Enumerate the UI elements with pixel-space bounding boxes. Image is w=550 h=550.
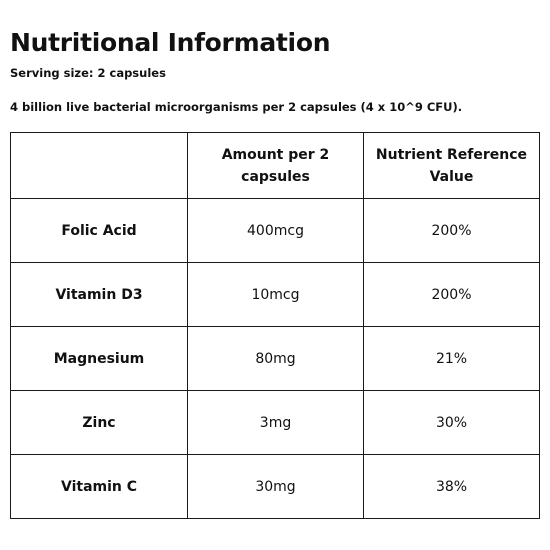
nutrient-name: Zinc (10, 390, 188, 455)
table-row: Vitamin C 30mg 38% (10, 454, 540, 519)
nrv-value: 21% (363, 326, 540, 391)
serving-size: Serving size: 2 capsules (10, 66, 166, 80)
nutrient-name: Vitamin D3 (10, 262, 188, 327)
cfu-note: 4 billion live bacterial microorganisms … (10, 100, 463, 114)
amount-value: 10mcg (187, 262, 364, 327)
nrv-value: 30% (363, 390, 540, 455)
table-row: Vitamin D3 10mcg 200% (10, 262, 540, 327)
header-amount: Amount per 2 capsules (187, 132, 364, 199)
header-nrv: Nutrient Reference Value (363, 132, 540, 199)
nrv-value: 200% (363, 198, 540, 263)
nutrient-name: Folic Acid (10, 198, 188, 263)
nutrient-name: Vitamin C (10, 454, 188, 519)
table-row: Folic Acid 400mcg 200% (10, 198, 540, 263)
table-header-row: Amount per 2 capsules Nutrient Reference… (10, 132, 540, 199)
header-nutrient (10, 132, 188, 199)
nrv-value: 200% (363, 262, 540, 327)
nrv-value: 38% (363, 454, 540, 519)
nutrition-table: Amount per 2 capsules Nutrient Reference… (10, 132, 540, 519)
table-row: Magnesium 80mg 21% (10, 326, 540, 391)
amount-value: 3mg (187, 390, 364, 455)
amount-value: 400mcg (187, 198, 364, 263)
amount-value: 80mg (187, 326, 364, 391)
page-title: Nutritional Information (10, 28, 331, 57)
table-row: Zinc 3mg 30% (10, 390, 540, 455)
amount-value: 30mg (187, 454, 364, 519)
nutrient-name: Magnesium (10, 326, 188, 391)
